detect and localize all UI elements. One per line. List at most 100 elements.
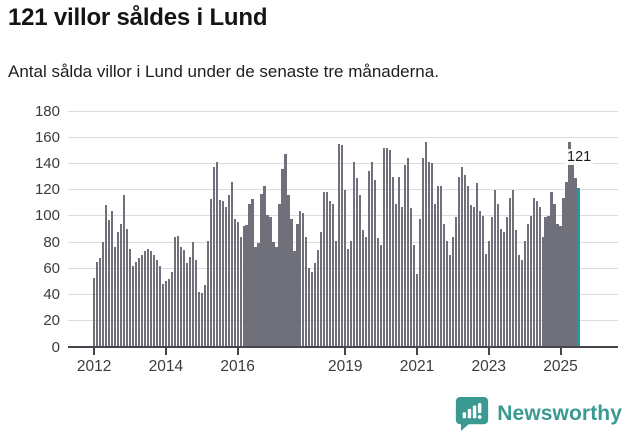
bar [403,164,407,347]
bar [233,218,236,347]
bar [436,185,440,347]
bar [260,193,263,347]
bar [137,257,141,347]
bar [170,272,173,347]
bar [149,251,152,347]
bar [263,185,266,347]
bar [311,272,314,347]
bar [383,147,386,347]
bar [359,194,362,347]
bar [101,242,105,347]
bar [493,189,496,347]
bar [146,248,149,347]
bar [427,162,431,347]
x-axis-tick-label: 2016 [220,358,255,375]
bar [508,197,511,347]
bar [505,217,508,347]
bar [529,215,532,347]
bar [179,247,182,347]
bar [176,235,179,347]
bar [281,168,284,347]
bar [347,248,350,347]
bar [275,247,278,347]
bar [478,210,481,347]
bar [517,255,520,347]
y-axis-tick-label: 20 [43,312,60,330]
bar [185,263,188,347]
bar [353,162,356,347]
bar [332,204,335,347]
y-axis-tick-label: 60 [43,259,60,277]
bar [107,219,111,347]
bar [541,236,544,347]
x-axis-tick-label: 2023 [471,358,506,375]
y-gridline [68,110,618,112]
bar [550,192,553,347]
bar [362,230,365,347]
highlight-value-label: 121 [565,149,594,165]
bar [412,244,416,347]
bar [365,236,368,347]
bar [442,223,446,347]
bar [568,142,571,347]
bar [143,251,147,347]
bar [418,218,422,347]
bar [553,204,556,347]
bar [299,210,302,347]
bar [514,230,517,347]
bar [481,215,484,347]
chart-subtitle: Antal sålda villor i Lund under de senas… [8,62,439,81]
bar [218,200,221,347]
bar [454,217,457,347]
bar [227,194,230,347]
bar [290,218,293,347]
bar [502,231,505,347]
bar [308,268,311,347]
bar [397,176,401,347]
bar [544,217,547,347]
bar [167,278,170,347]
x-axis-tick-label: 2021 [399,358,435,375]
bar [287,194,290,347]
bar [113,247,117,347]
x-axis-tick [236,348,239,355]
bar [451,236,454,347]
bar [173,236,176,347]
x-axis-tick [93,348,96,355]
newsworthy-logo-icon [456,397,489,431]
bar [574,177,577,347]
y-gridline [68,136,618,138]
bar [245,225,248,347]
bar [257,243,260,347]
bar [98,257,102,347]
bar [392,176,395,347]
bar [239,236,242,347]
bar [302,213,305,347]
bar [344,189,347,347]
bar [499,229,502,347]
bar [556,223,559,347]
bar [526,223,529,347]
y-axis-tick-label: 160 [34,128,60,146]
bar [380,244,383,347]
bar [374,180,377,347]
x-axis-tick-label: 2025 [543,358,578,375]
bar [158,265,161,347]
highlight-bar [577,188,580,347]
bar [215,162,218,347]
y-axis-tick-label: 0 [51,338,60,356]
bar [559,226,562,347]
bar [409,208,413,347]
bar [278,204,281,347]
x-axis-line [68,346,618,348]
bar [415,273,419,347]
bar [128,248,132,347]
bar [152,255,155,347]
bar [110,210,114,347]
x-axis-tick-label: 2012 [76,358,112,375]
bar [206,240,209,347]
bar [296,223,299,347]
bar [155,260,158,347]
bar [131,265,135,347]
bar [125,229,129,347]
